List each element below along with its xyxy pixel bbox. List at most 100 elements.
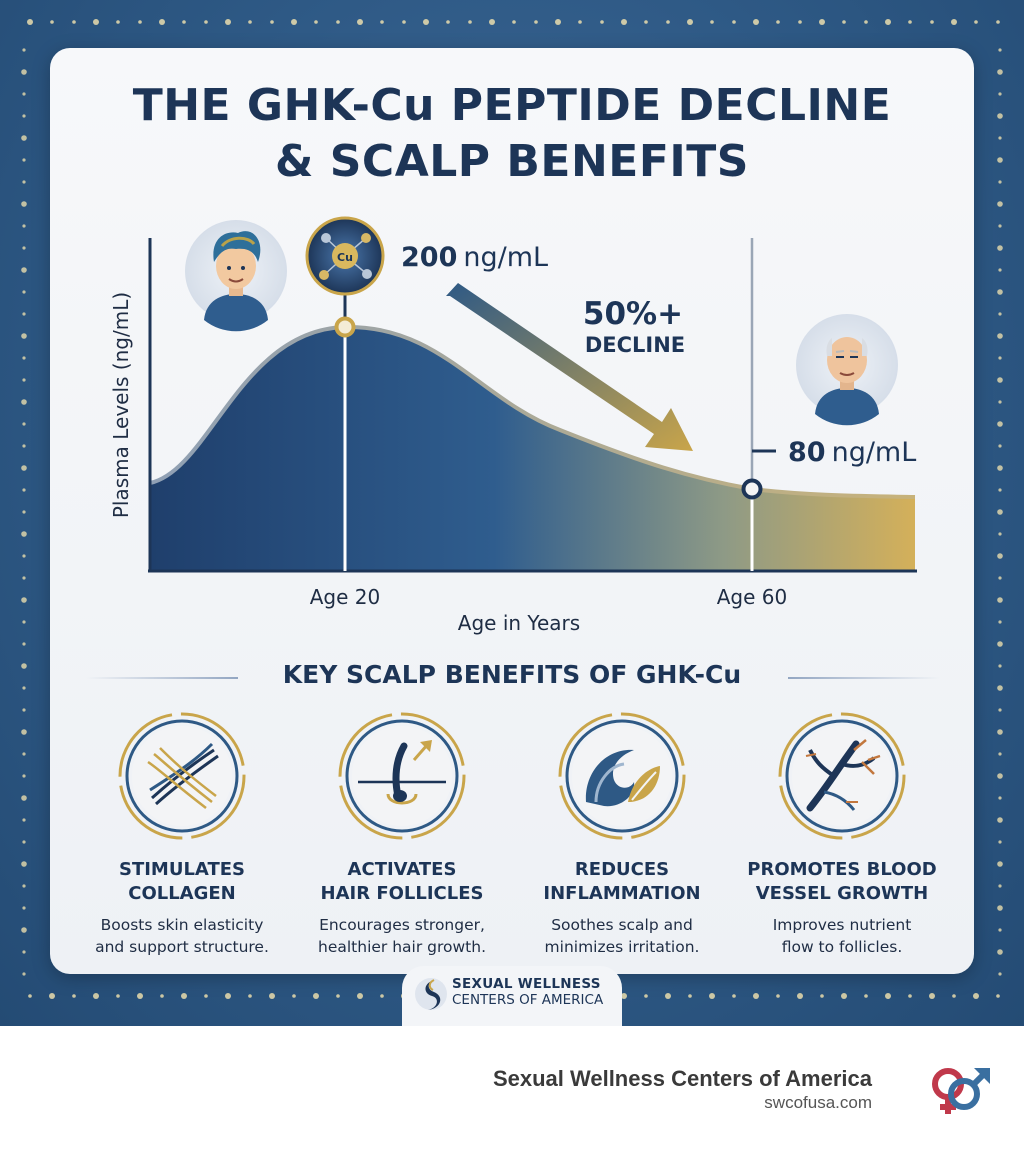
sparkle-dot bbox=[555, 19, 561, 25]
sparkle-dot bbox=[929, 993, 935, 999]
sparkle-dot bbox=[997, 509, 1003, 515]
sparkle-dot bbox=[22, 180, 26, 184]
sparkle-dot bbox=[687, 19, 693, 25]
blood-vessel-icon bbox=[778, 712, 906, 840]
sparkle-dot bbox=[269, 993, 275, 999]
sparkle-dot bbox=[21, 333, 27, 339]
sparkle-dot bbox=[997, 157, 1003, 163]
sparkle-dot bbox=[22, 356, 26, 360]
sparkle-dot bbox=[997, 773, 1003, 779]
sparkle-dot bbox=[22, 510, 26, 514]
wave-leaf-icon bbox=[558, 712, 686, 840]
young-man-avatar bbox=[185, 220, 287, 332]
sparkle-dot bbox=[998, 972, 1002, 976]
sparkle-dot bbox=[885, 993, 891, 999]
sparkle-dot bbox=[22, 554, 26, 558]
benefits-heading: KEY SCALP BENEFITS OF GHK-Cu bbox=[282, 660, 742, 689]
sparkle-dot bbox=[776, 20, 780, 24]
sparkle-dot bbox=[22, 752, 26, 756]
x-tick-age20: Age 20 bbox=[310, 585, 381, 609]
sparkle-dot bbox=[313, 993, 319, 999]
sparkle-dot bbox=[49, 993, 55, 999]
sparkle-dot bbox=[998, 840, 1002, 844]
sparkle-dot bbox=[380, 20, 384, 24]
sparkle-dot bbox=[753, 19, 759, 25]
older-man-avatar bbox=[796, 314, 898, 426]
footer-website-link[interactable]: swcofusa.com bbox=[764, 1093, 872, 1112]
sparkle-dot bbox=[997, 553, 1003, 559]
benefit-title-1: PROMOTES BLOOD bbox=[747, 859, 937, 880]
sparkle-dot bbox=[50, 20, 54, 24]
sparkle-dot bbox=[22, 774, 26, 778]
benefit-blood-vessel: PROMOTES BLOOD VESSEL GROWTH Improves nut… bbox=[737, 710, 947, 958]
sparkle-dot bbox=[998, 532, 1002, 536]
sparkle-dot bbox=[22, 246, 26, 250]
peak-value-label: 200 ng/mL bbox=[401, 242, 548, 273]
sparkle-dot bbox=[336, 20, 340, 24]
sparkle-dot bbox=[380, 994, 384, 998]
benefit-title-2: HAIR FOLLICLES bbox=[320, 883, 484, 904]
sparkle-dot bbox=[997, 641, 1003, 647]
sparkle-dot bbox=[181, 993, 187, 999]
sparkle-dot bbox=[291, 19, 297, 25]
sparkle-dot bbox=[225, 19, 231, 25]
sparkle-dot bbox=[998, 444, 1002, 448]
collagen-fibers-icon bbox=[118, 712, 246, 840]
sparkle-dot bbox=[998, 92, 1002, 96]
sparkle-dot bbox=[776, 994, 780, 998]
sparkle-dot bbox=[204, 994, 208, 998]
sparkle-dot bbox=[998, 224, 1002, 228]
benefit-title-1: ACTIVATES bbox=[347, 859, 457, 880]
sparkle-dot bbox=[21, 597, 27, 603]
sparkle-dot bbox=[997, 69, 1003, 75]
sparkle-dot bbox=[998, 928, 1002, 932]
sparkle-dot bbox=[357, 993, 363, 999]
sparkle-dot bbox=[22, 158, 26, 162]
benefit-title-2: COLLAGEN bbox=[128, 883, 236, 904]
sparkle-dot bbox=[997, 729, 1003, 735]
sparkle-dot bbox=[72, 994, 76, 998]
sparkle-dot bbox=[22, 576, 26, 580]
sparkle-dot bbox=[292, 994, 296, 998]
decline-chart: Cu 200 ng/mL 80 ng/mL 50%+ DECLINE Age 20 … bbox=[109, 216, 917, 635]
sparkle-dot bbox=[468, 20, 472, 24]
benefit-title-1: STIMULATES bbox=[118, 859, 245, 880]
sparkle-dot bbox=[688, 994, 692, 998]
benefit-desc-1: Boosts skin elasticity bbox=[100, 916, 264, 934]
sparkle-dot bbox=[21, 135, 27, 141]
decline-word: DECLINE bbox=[585, 333, 685, 357]
benefit-title-2: VESSEL GROWTH bbox=[755, 883, 929, 904]
sparkle-dot bbox=[974, 20, 978, 24]
sparkle-dot bbox=[600, 20, 604, 24]
sparkle-dot bbox=[710, 20, 714, 24]
sparkle-dot bbox=[998, 752, 1002, 756]
sparkle-dot bbox=[182, 20, 186, 24]
sparkle-dot bbox=[21, 201, 27, 207]
sparkle-dot bbox=[998, 136, 1002, 140]
sparkle-dot bbox=[22, 686, 26, 690]
sparkle-dot bbox=[225, 993, 231, 999]
sparkle-dot bbox=[998, 400, 1002, 404]
sparkle-dot bbox=[908, 20, 912, 24]
sparkle-dot bbox=[666, 20, 670, 24]
sparkle-dot bbox=[709, 993, 715, 999]
sparkle-dot bbox=[998, 312, 1002, 316]
sparkle-dot bbox=[997, 377, 1003, 383]
sparkle-dot bbox=[21, 861, 27, 867]
sparkle-dot bbox=[159, 19, 165, 25]
peak-point bbox=[334, 316, 356, 338]
benefit-title-1: REDUCES bbox=[574, 859, 670, 880]
sparkle-dot bbox=[997, 245, 1003, 251]
sparkle-dot bbox=[578, 20, 582, 24]
title-line-2: & SCALP BENEFITS bbox=[275, 136, 749, 187]
sparkle-dot bbox=[997, 201, 1003, 207]
sparkle-border bbox=[21, 19, 1003, 999]
sparkle-dot bbox=[512, 20, 516, 24]
sparkle-dot bbox=[885, 19, 891, 25]
sparkle-dot bbox=[21, 399, 27, 405]
sparkle-dot bbox=[22, 422, 26, 426]
sparkle-dot bbox=[997, 333, 1003, 339]
sparkle-dot bbox=[116, 994, 120, 998]
x-axis-label: Age in Years bbox=[458, 611, 580, 635]
sparkle-dot bbox=[997, 113, 1003, 119]
